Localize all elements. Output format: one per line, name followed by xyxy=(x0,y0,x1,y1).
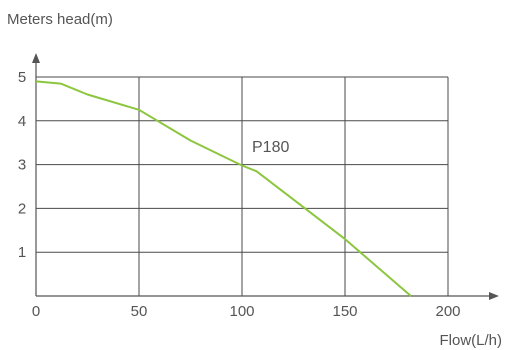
x-tick-label-0: 0 xyxy=(32,303,40,320)
y-tick-label-2: 2 xyxy=(18,200,26,217)
x-axis-title: Flow(L/h) xyxy=(439,332,502,349)
x-axis-arrow xyxy=(489,292,499,300)
x-tick-labels: 0 50 100 150 200 xyxy=(32,303,461,320)
series-lines xyxy=(35,80,412,297)
x-tick-label-200: 200 xyxy=(435,303,460,320)
series-line-p180 xyxy=(35,80,412,297)
y-axis-title: Meters head(m) xyxy=(7,11,113,28)
y-tick-label-5: 5 xyxy=(18,69,26,86)
y-tick-label-4: 4 xyxy=(18,113,26,130)
y-tick-labels: 1 2 3 4 5 xyxy=(18,69,26,261)
series-label-p180: P180 xyxy=(252,139,289,156)
y-tick-label-3: 3 xyxy=(18,157,26,174)
x-tick-label-100: 100 xyxy=(229,303,254,320)
x-tick-label-50: 50 xyxy=(131,303,148,320)
x-tick-label-150: 150 xyxy=(332,303,357,320)
axes xyxy=(32,53,499,300)
y-axis-arrow xyxy=(32,53,40,63)
y-tick-label-1: 1 xyxy=(18,244,26,261)
grid xyxy=(36,76,449,296)
